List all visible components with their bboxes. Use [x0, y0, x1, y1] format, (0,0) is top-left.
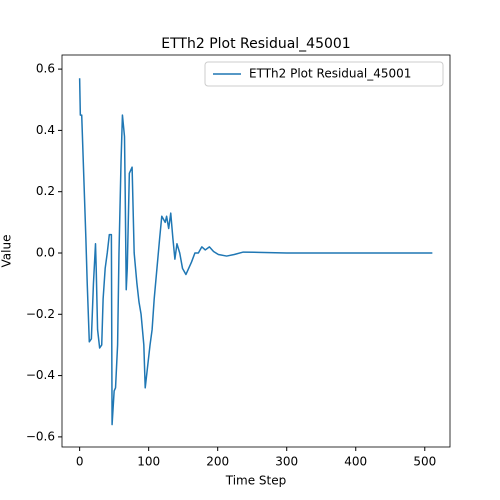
y-tick-label: −0.2 [26, 307, 55, 321]
chart-title: ETTh2 Plot Residual_45001 [161, 36, 350, 52]
x-tick-label: 300 [275, 455, 298, 469]
x-tick-label: 500 [413, 455, 436, 469]
plot-frame [61, 54, 451, 448]
x-tick-label: 200 [206, 455, 229, 469]
x-tick-label: 400 [344, 455, 367, 469]
y-tick-label: 0.0 [36, 245, 55, 259]
y-tick-label: −0.4 [26, 368, 55, 382]
x-axis-label: Time Step [225, 474, 287, 488]
y-tick-label: 0.4 [36, 123, 55, 137]
legend-label: ETTh2 Plot Residual_45001 [249, 67, 411, 81]
x-tick-label: 100 [137, 455, 160, 469]
y-tick-label: 0.6 [36, 62, 55, 76]
legend-box [204, 61, 444, 87]
x-tick-label: 0 [76, 455, 84, 469]
y-tick-label: 0.2 [36, 184, 55, 198]
data-line [78, 78, 433, 426]
y-axis-label: Value [0, 235, 14, 268]
y-tick-label: −0.6 [26, 429, 55, 443]
